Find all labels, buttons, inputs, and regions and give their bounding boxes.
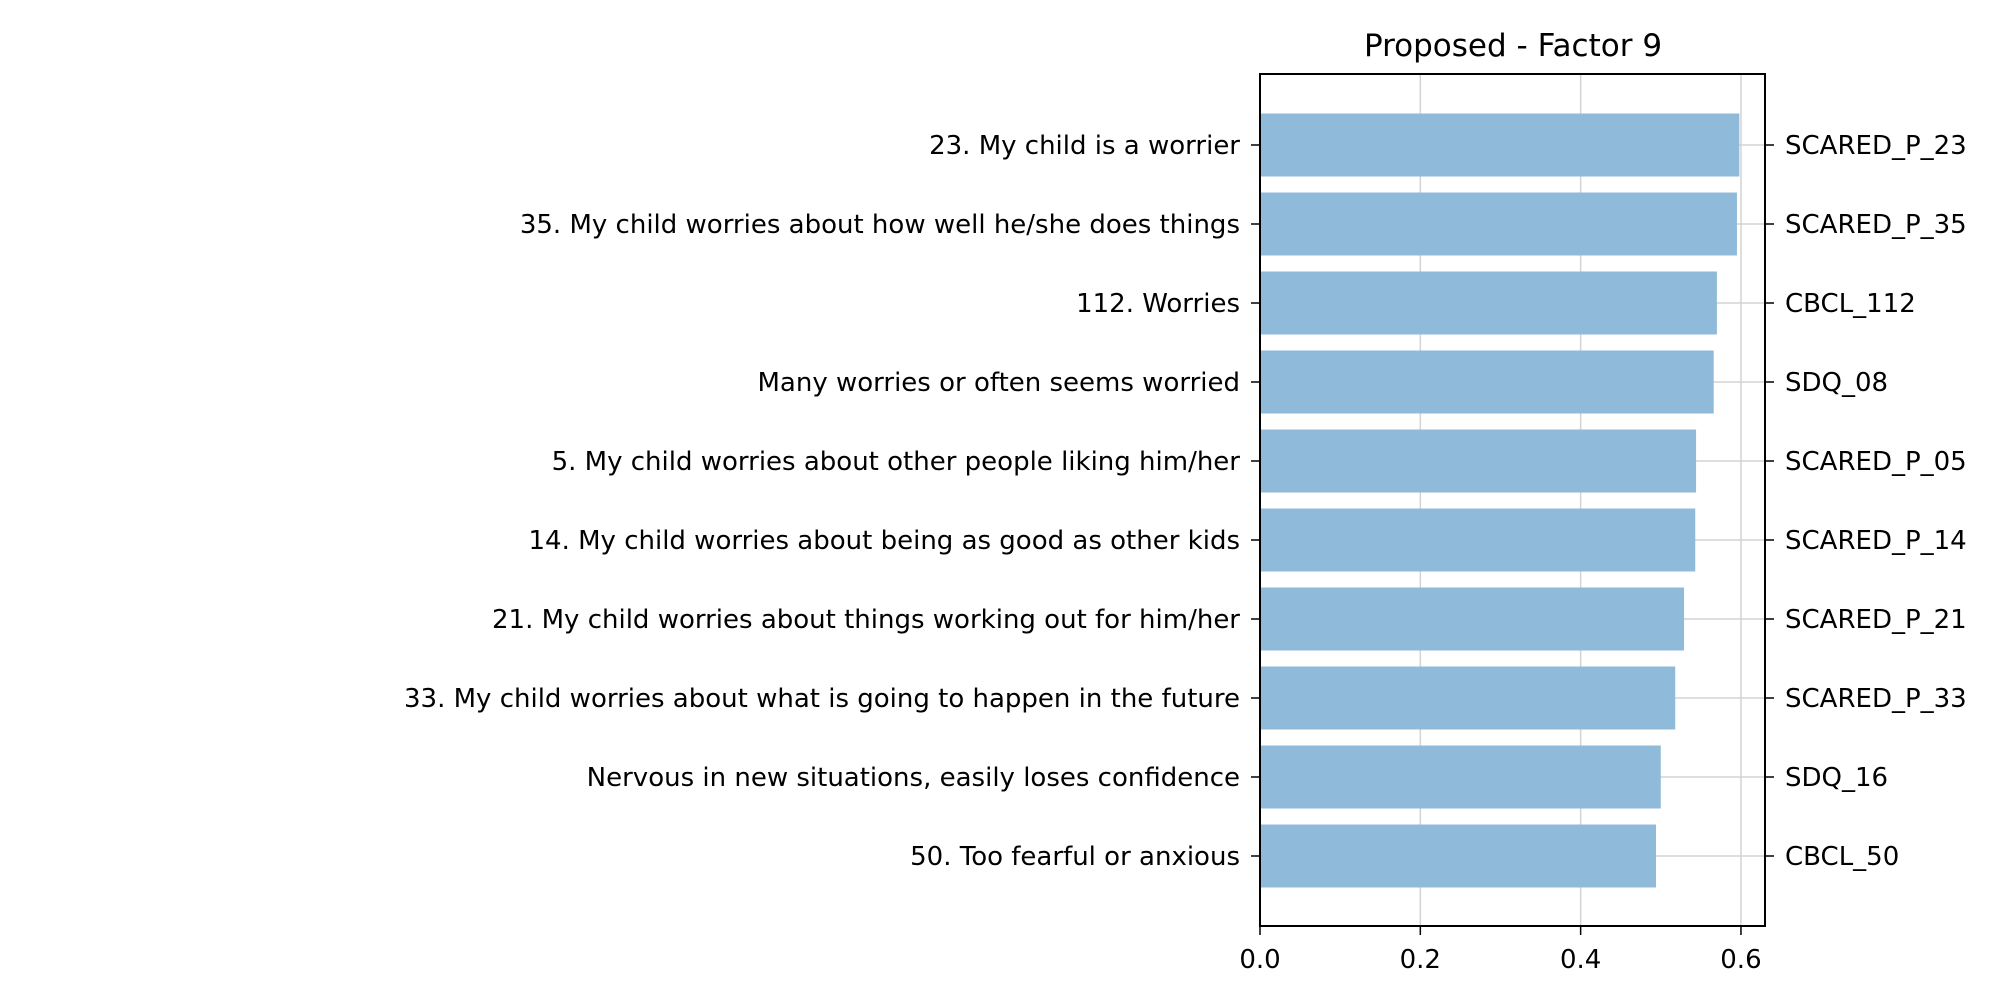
category-label: 14. My child worries about being as good… — [529, 526, 1241, 556]
y-axis-left-labels: 23. My child is a worrier 35. My child wo… — [404, 131, 1260, 872]
category-label: 33. My child worries about what is going… — [404, 684, 1240, 714]
bar — [1260, 192, 1737, 256]
item-code-label: SDQ_08 — [1785, 368, 1888, 398]
chart-title: Proposed - Factor 9 — [1364, 28, 1662, 64]
bar — [1260, 271, 1717, 335]
bar — [1260, 113, 1740, 177]
category-label: 21. My child worries about things workin… — [492, 605, 1240, 635]
item-code-label: SCARED_P_05 — [1785, 447, 1967, 477]
category-label: 50. Too fearful or anxious — [910, 842, 1240, 872]
bar — [1260, 824, 1656, 888]
category-label: 112. Worries — [1076, 289, 1240, 319]
bar — [1260, 508, 1696, 572]
item-code-label: SCARED_P_33 — [1785, 684, 1967, 714]
y-axis-right-labels: SCARED_P_23 SCARED_P_35 CBCL_112 SDQ_08 SCAR… — [1765, 131, 1967, 872]
category-label: Many worries or often seems worried — [757, 368, 1240, 398]
item-code-label: SCARED_P_14 — [1785, 526, 1967, 556]
bar — [1260, 745, 1661, 809]
x-tick-label: 0.2 — [1400, 945, 1441, 975]
item-code-label: SCARED_P_21 — [1785, 605, 1967, 635]
item-code-label: CBCL_112 — [1785, 289, 1916, 319]
plot-frame — [1259, 73, 1766, 927]
x-tick-label: 0.6 — [1720, 945, 1761, 975]
bar — [1260, 587, 1685, 651]
category-label: 35. My child worries about how well he/s… — [520, 210, 1240, 240]
item-code-label: SDQ_16 — [1785, 763, 1888, 793]
x-axis-ticks: 0.0 0.2 0.4 0.6 — [1239, 926, 1762, 975]
bar — [1260, 350, 1714, 414]
category-label: Nervous in new situations, easily loses … — [587, 763, 1240, 793]
x-tick-label: 0.0 — [1239, 945, 1280, 975]
x-tick-label: 0.4 — [1560, 945, 1601, 975]
item-code-label: SCARED_P_23 — [1785, 131, 1967, 161]
category-label: 5. My child worries about other people l… — [552, 447, 1241, 477]
bars — [1260, 113, 1740, 888]
bar — [1260, 666, 1676, 730]
item-code-label: CBCL_50 — [1785, 842, 1899, 872]
item-code-label: SCARED_P_35 — [1785, 210, 1967, 240]
category-label: 23. My child is a worrier — [929, 131, 1240, 161]
bar — [1260, 429, 1697, 493]
